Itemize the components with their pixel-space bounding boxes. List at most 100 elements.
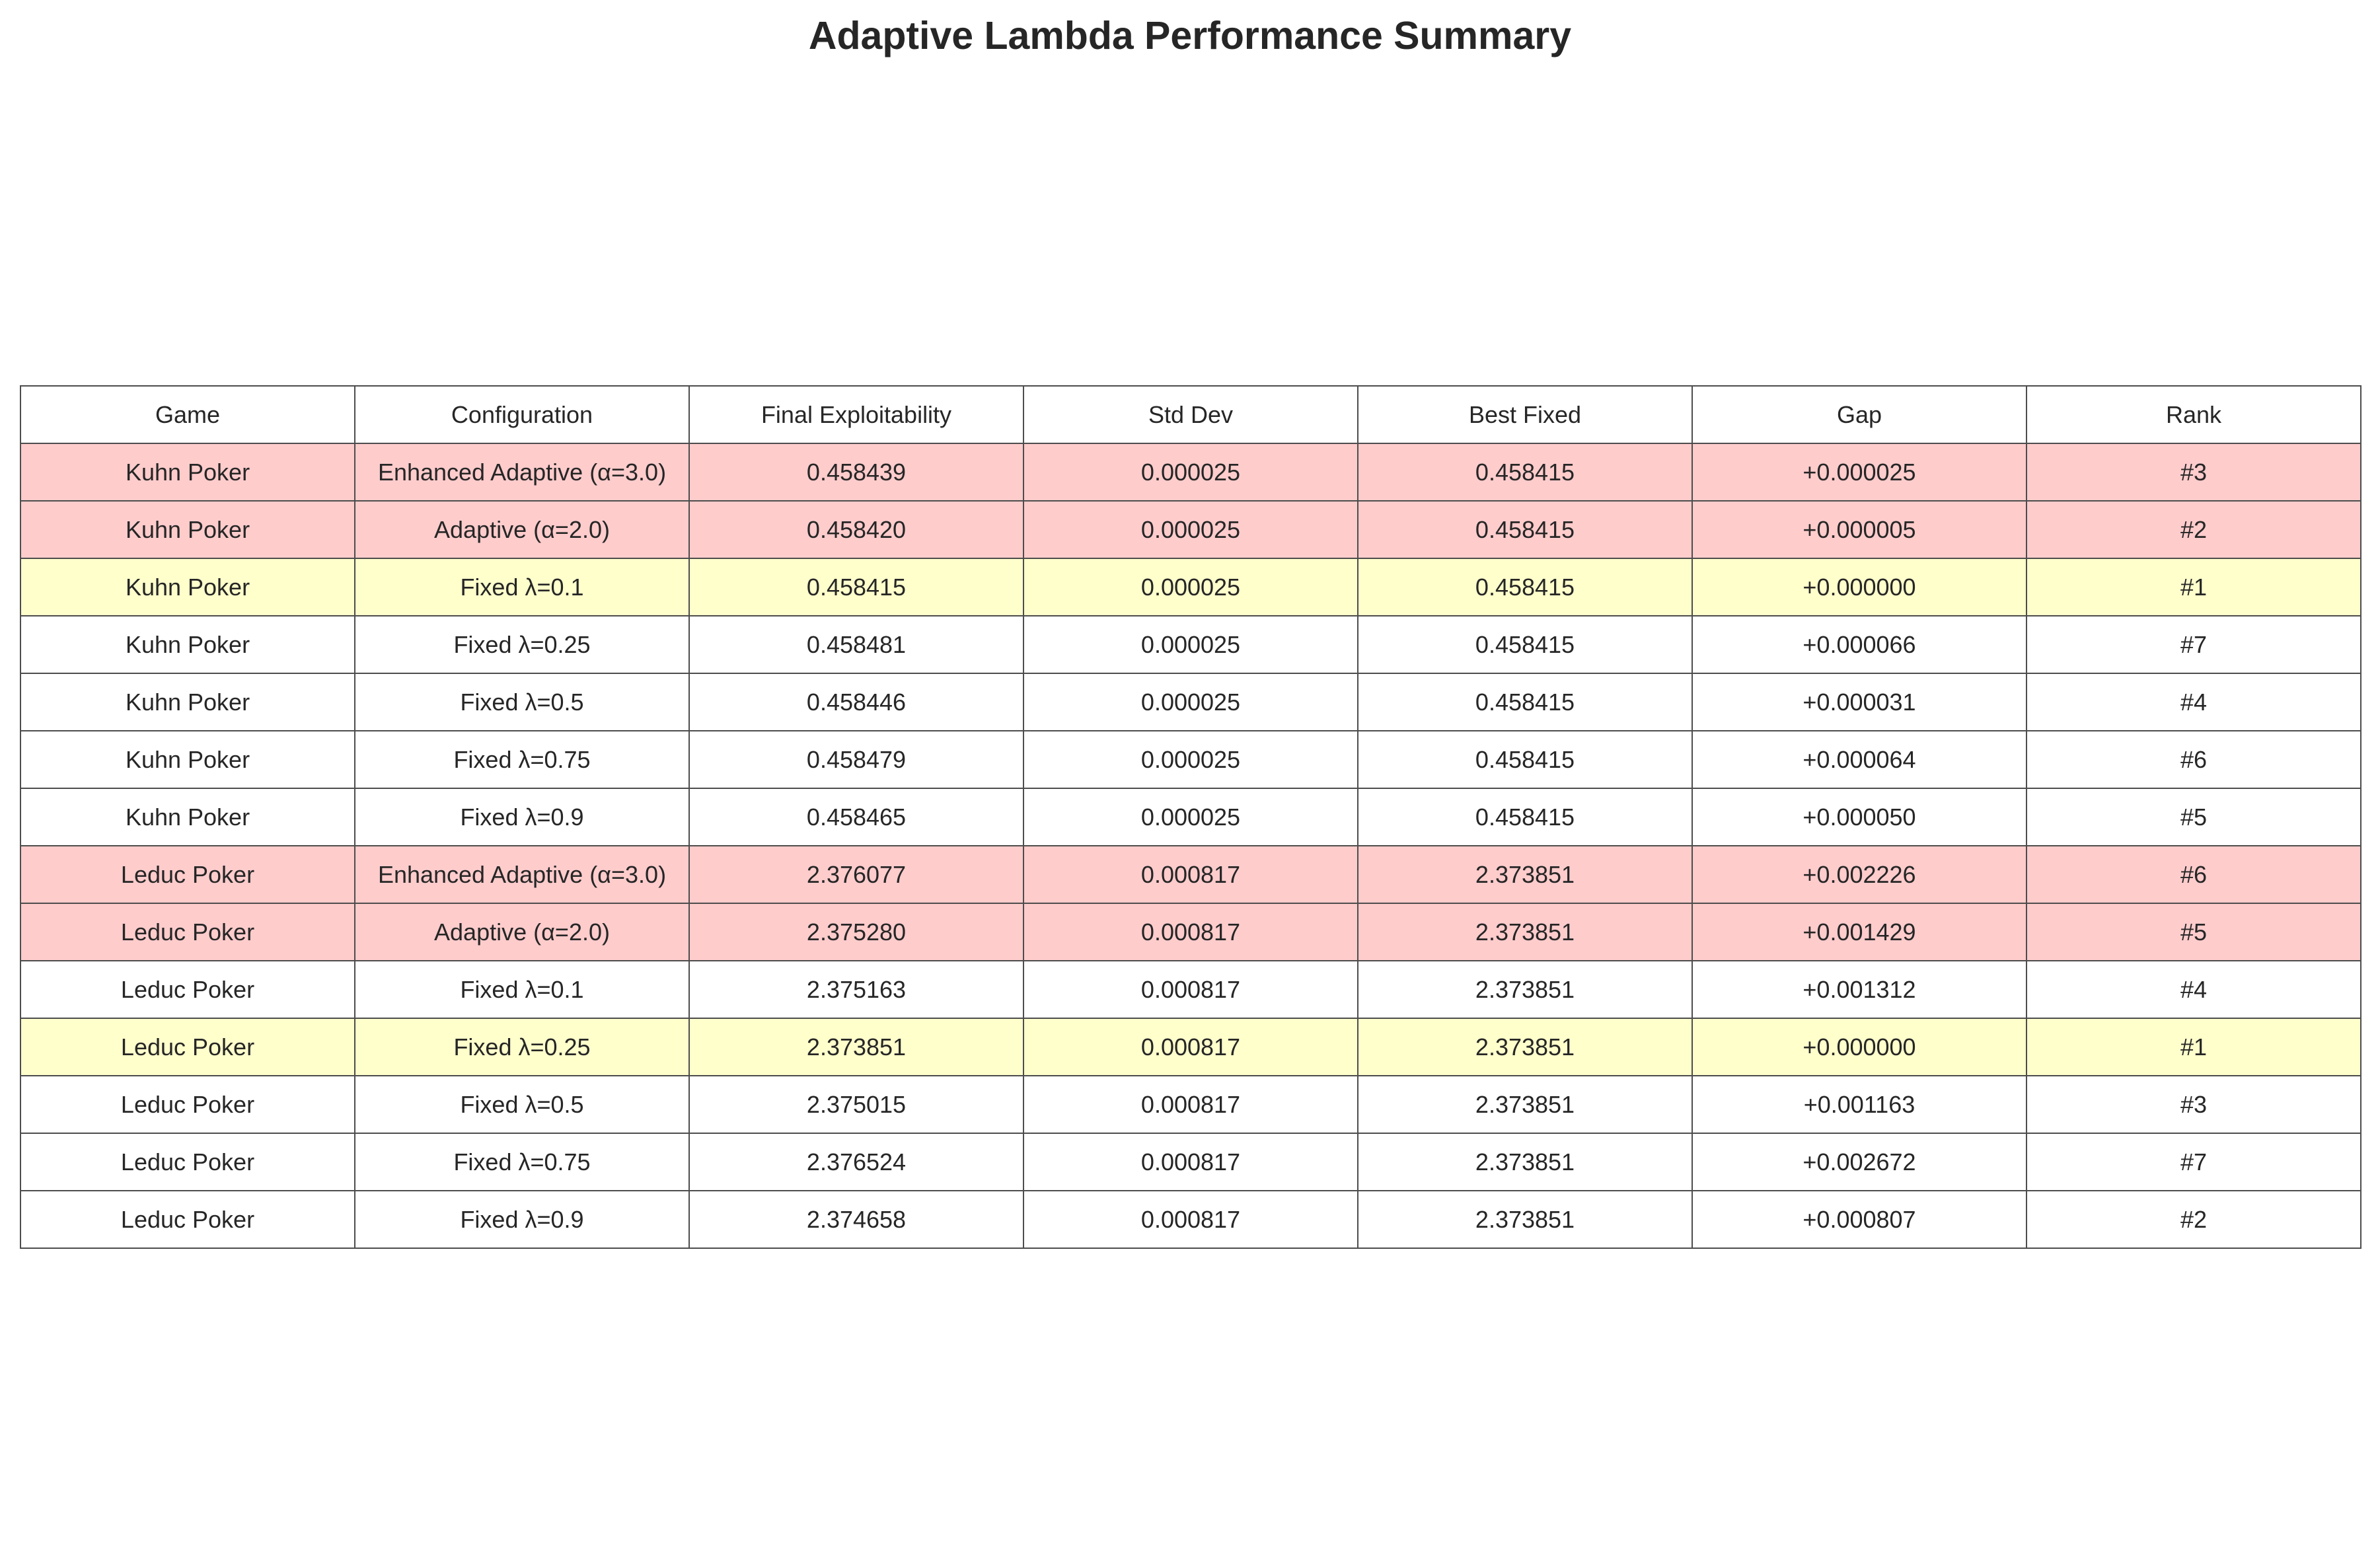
cell-final-exploitability: 0.458446 bbox=[688, 673, 1024, 731]
column-header-rank: Rank bbox=[2026, 385, 2361, 444]
cell-std-dev: 0.000025 bbox=[1023, 615, 1358, 674]
cell-best-fixed: 0.458415 bbox=[1357, 500, 1693, 559]
cell-final-exploitability: 0.458439 bbox=[688, 443, 1024, 502]
cell-best-fixed: 0.458415 bbox=[1357, 673, 1693, 731]
cell-final-exploitability: 0.458415 bbox=[688, 558, 1024, 616]
cell-rank: #5 bbox=[2026, 903, 2361, 961]
cell-configuration: Fixed λ=0.1 bbox=[354, 558, 690, 616]
cell-rank: #7 bbox=[2026, 1133, 2361, 1191]
cell-best-fixed: 2.373851 bbox=[1357, 1075, 1693, 1134]
cell-final-exploitability: 2.373851 bbox=[688, 1018, 1024, 1076]
cell-gap: +0.000000 bbox=[1692, 558, 2027, 616]
cell-gap: +0.000025 bbox=[1692, 443, 2027, 502]
table-row: Kuhn Poker Fixed λ=0.5 0.458446 0.000025 0.4… bbox=[20, 673, 2361, 731]
cell-gap: +0.000000 bbox=[1692, 1018, 2027, 1076]
cell-best-fixed: 2.373851 bbox=[1357, 903, 1693, 961]
cell-rank: #2 bbox=[2026, 500, 2361, 559]
header-row: Game Configuration Final Exploitability Std… bbox=[20, 385, 2361, 444]
table-row: Kuhn Poker Enhanced Adaptive (α=3.0) 0.458… bbox=[20, 443, 2361, 502]
cell-rank: #3 bbox=[2026, 1075, 2361, 1134]
cell-gap: +0.000807 bbox=[1692, 1190, 2027, 1249]
cell-std-dev: 0.000025 bbox=[1023, 558, 1358, 616]
cell-best-fixed: 2.373851 bbox=[1357, 845, 1693, 904]
table-row: Kuhn Poker Adaptive (α=2.0) 0.458420 0.0000… bbox=[20, 500, 2361, 559]
cell-gap: +0.001429 bbox=[1692, 903, 2027, 961]
cell-game: Kuhn Poker bbox=[20, 788, 355, 846]
cell-best-fixed: 0.458415 bbox=[1357, 730, 1693, 789]
cell-final-exploitability: 2.375280 bbox=[688, 903, 1024, 961]
cell-gap: +0.000050 bbox=[1692, 788, 2027, 846]
cell-rank: #1 bbox=[2026, 1018, 2361, 1076]
cell-std-dev: 0.000817 bbox=[1023, 845, 1358, 904]
cell-best-fixed: 0.458415 bbox=[1357, 615, 1693, 674]
cell-gap: +0.000005 bbox=[1692, 500, 2027, 559]
cell-best-fixed: 2.373851 bbox=[1357, 1018, 1693, 1076]
cell-rank: #5 bbox=[2026, 788, 2361, 846]
table-row: Kuhn Poker Fixed λ=0.9 0.458465 0.000025 0.4… bbox=[20, 788, 2361, 846]
cell-gap: +0.002226 bbox=[1692, 845, 2027, 904]
cell-gap: +0.000066 bbox=[1692, 615, 2027, 674]
cell-configuration: Fixed λ=0.1 bbox=[354, 960, 690, 1019]
cell-final-exploitability: 2.375163 bbox=[688, 960, 1024, 1019]
cell-std-dev: 0.000817 bbox=[1023, 960, 1358, 1019]
column-header-game: Game bbox=[20, 385, 355, 444]
cell-std-dev: 0.000025 bbox=[1023, 788, 1358, 846]
column-header-std-dev: Std Dev bbox=[1023, 385, 1358, 444]
cell-std-dev: 0.000817 bbox=[1023, 903, 1358, 961]
cell-game: Kuhn Poker bbox=[20, 558, 355, 616]
cell-configuration: Fixed λ=0.25 bbox=[354, 1018, 690, 1076]
cell-final-exploitability: 2.376524 bbox=[688, 1133, 1024, 1191]
cell-best-fixed: 2.373851 bbox=[1357, 1133, 1693, 1191]
cell-configuration: Adaptive (α=2.0) bbox=[354, 500, 690, 559]
cell-game: Leduc Poker bbox=[20, 960, 355, 1019]
summary-table: Game Configuration Final Exploitability Std… bbox=[20, 385, 2361, 1249]
table-row: Leduc Poker Fixed λ=0.9 2.374658 0.000817 2.… bbox=[20, 1190, 2361, 1249]
cell-game: Kuhn Poker bbox=[20, 730, 355, 789]
cell-game: Leduc Poker bbox=[20, 1133, 355, 1191]
cell-best-fixed: 2.373851 bbox=[1357, 1190, 1693, 1249]
cell-final-exploitability: 0.458479 bbox=[688, 730, 1024, 789]
cell-game: Kuhn Poker bbox=[20, 500, 355, 559]
cell-gap: +0.001163 bbox=[1692, 1075, 2027, 1134]
cell-configuration: Fixed λ=0.75 bbox=[354, 1133, 690, 1191]
cell-game: Kuhn Poker bbox=[20, 673, 355, 731]
table-row: Leduc Poker Adaptive (α=2.0) 2.375280 0.000… bbox=[20, 903, 2361, 961]
cell-game: Kuhn Poker bbox=[20, 443, 355, 502]
cell-rank: #7 bbox=[2026, 615, 2361, 674]
cell-std-dev: 0.000817 bbox=[1023, 1018, 1358, 1076]
table-row: Leduc Poker Fixed λ=0.1 2.375163 0.000817 2.… bbox=[20, 960, 2361, 1019]
column-header-final-exploitability: Final Exploitability bbox=[688, 385, 1024, 444]
cell-best-fixed: 0.458415 bbox=[1357, 443, 1693, 502]
cell-std-dev: 0.000025 bbox=[1023, 443, 1358, 502]
cell-game: Leduc Poker bbox=[20, 903, 355, 961]
cell-game: Leduc Poker bbox=[20, 1075, 355, 1134]
cell-std-dev: 0.000817 bbox=[1023, 1075, 1358, 1134]
table-row: Leduc Poker Fixed λ=0.25 2.373851 0.000817 2… bbox=[20, 1018, 2361, 1076]
cell-game: Leduc Poker bbox=[20, 1018, 355, 1076]
cell-game: Leduc Poker bbox=[20, 1190, 355, 1249]
cell-configuration: Fixed λ=0.25 bbox=[354, 615, 690, 674]
cell-rank: #2 bbox=[2026, 1190, 2361, 1249]
cell-game: Leduc Poker bbox=[20, 845, 355, 904]
table-row: Leduc Poker Fixed λ=0.5 2.375015 0.000817 2.… bbox=[20, 1075, 2361, 1134]
cell-best-fixed: 2.373851 bbox=[1357, 960, 1693, 1019]
cell-rank: #4 bbox=[2026, 960, 2361, 1019]
column-header-configuration: Configuration bbox=[354, 385, 690, 444]
table-row: Kuhn Poker Fixed λ=0.1 0.458415 0.000025 0.4… bbox=[20, 558, 2361, 616]
cell-gap: +0.000031 bbox=[1692, 673, 2027, 731]
table-row: Leduc Poker Fixed λ=0.75 2.376524 0.000817 2… bbox=[20, 1133, 2361, 1191]
cell-configuration: Fixed λ=0.9 bbox=[354, 1190, 690, 1249]
column-header-gap: Gap bbox=[1692, 385, 2027, 444]
cell-gap: +0.002672 bbox=[1692, 1133, 2027, 1191]
column-header-best-fixed: Best Fixed bbox=[1357, 385, 1693, 444]
cell-best-fixed: 0.458415 bbox=[1357, 558, 1693, 616]
cell-configuration: Enhanced Adaptive (α=3.0) bbox=[354, 845, 690, 904]
cell-rank: #4 bbox=[2026, 673, 2361, 731]
table-row: Leduc Poker Enhanced Adaptive (α=3.0) 2.37… bbox=[20, 845, 2361, 904]
cell-configuration: Fixed λ=0.5 bbox=[354, 673, 690, 731]
cell-std-dev: 0.000817 bbox=[1023, 1133, 1358, 1191]
table-row: Kuhn Poker Fixed λ=0.75 0.458479 0.000025 0.… bbox=[20, 730, 2361, 789]
cell-std-dev: 0.000025 bbox=[1023, 500, 1358, 559]
cell-final-exploitability: 0.458481 bbox=[688, 615, 1024, 674]
cell-rank: #6 bbox=[2026, 730, 2361, 789]
